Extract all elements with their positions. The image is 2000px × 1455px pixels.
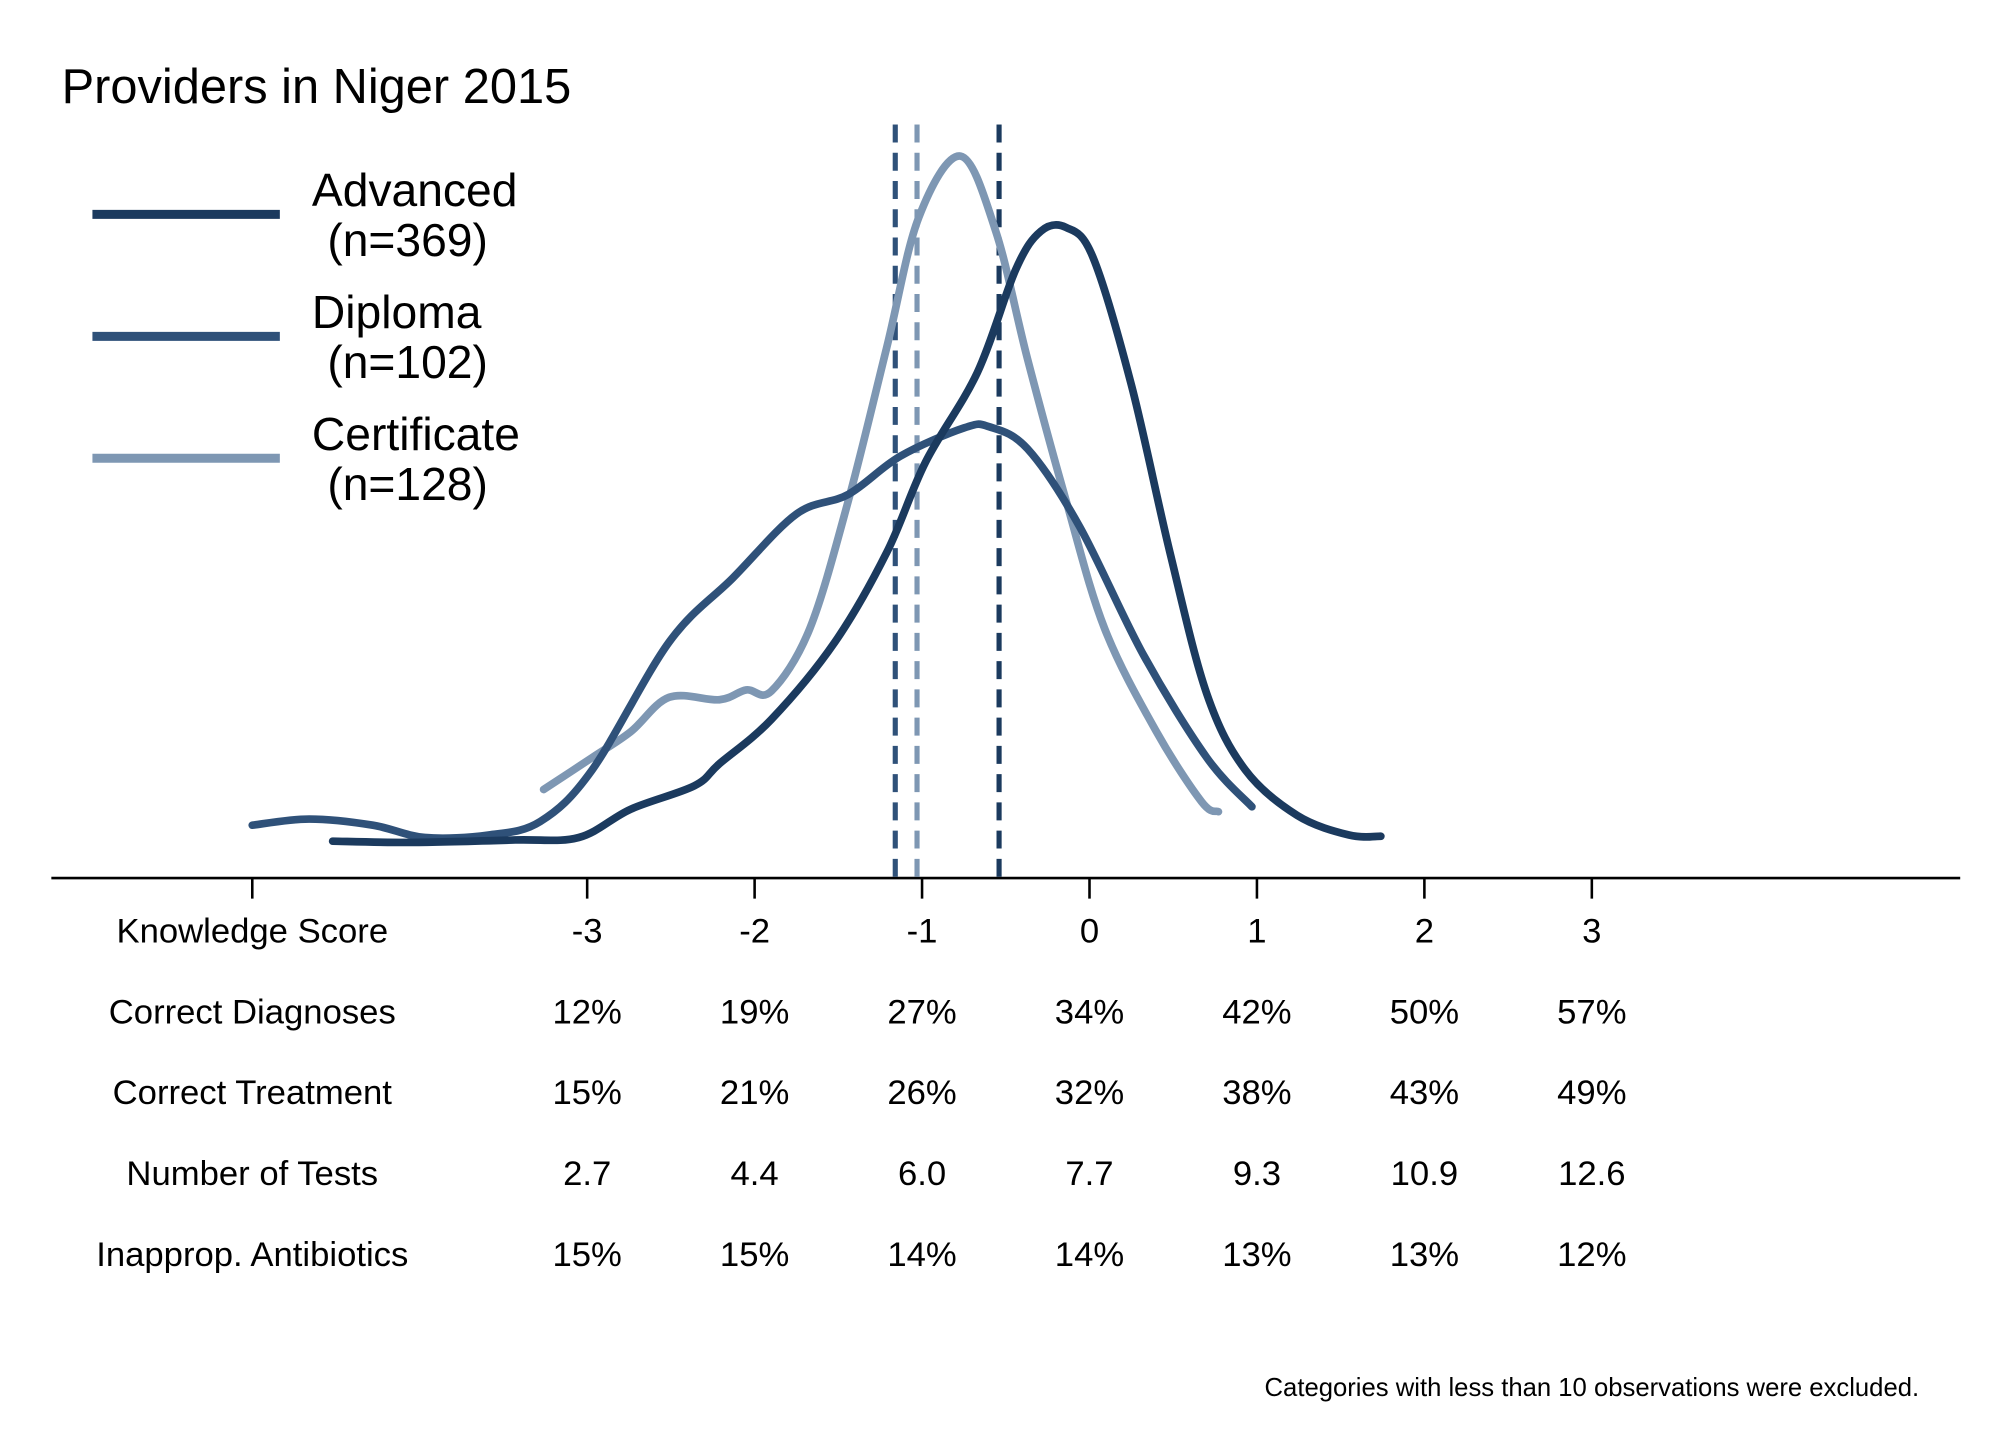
table-cell: 15% bbox=[552, 1074, 621, 1112]
table-cell: 15% bbox=[552, 1236, 621, 1274]
x-tick-label: 0 bbox=[1080, 912, 1099, 950]
table-cell: 4.4 bbox=[731, 1155, 779, 1193]
table-cell: 19% bbox=[720, 993, 789, 1031]
table-cell: 12.6 bbox=[1558, 1155, 1625, 1193]
table-cell: 14% bbox=[887, 1236, 956, 1274]
table-cell: 15% bbox=[720, 1236, 789, 1274]
legend-count: (n=369) bbox=[327, 214, 488, 266]
table-cell: 21% bbox=[720, 1074, 789, 1112]
table-cell: 43% bbox=[1390, 1074, 1459, 1112]
x-tick-label: 3 bbox=[1582, 912, 1601, 950]
table-cell: 13% bbox=[1222, 1236, 1291, 1274]
x-tick-label: 1 bbox=[1247, 912, 1266, 950]
table-cell: 50% bbox=[1390, 993, 1459, 1031]
legend-count: (n=102) bbox=[327, 336, 488, 388]
table-cell: 42% bbox=[1222, 993, 1291, 1031]
table-cell: 32% bbox=[1055, 1074, 1124, 1112]
table-cell: 38% bbox=[1222, 1074, 1291, 1112]
table-cell: 2.7 bbox=[563, 1155, 611, 1193]
legend-label: Certificate bbox=[312, 408, 520, 460]
legend-label: Advanced bbox=[312, 164, 518, 216]
density-line bbox=[328, 221, 1385, 847]
table-cell: 14% bbox=[1055, 1236, 1124, 1274]
table-cell: 6.0 bbox=[898, 1155, 946, 1193]
legend-label: Diploma bbox=[312, 286, 482, 338]
x-tick-label: -2 bbox=[739, 912, 770, 950]
table-cell: 10.9 bbox=[1391, 1155, 1458, 1193]
x-tick-label: 2 bbox=[1415, 912, 1434, 950]
x-tick-label: -1 bbox=[907, 912, 938, 950]
legend-count: (n=128) bbox=[327, 458, 488, 510]
table-cell: 49% bbox=[1557, 1074, 1626, 1112]
row-label: Correct Diagnoses bbox=[109, 993, 396, 1031]
table-cell: 34% bbox=[1055, 993, 1124, 1031]
table-cell: 7.7 bbox=[1065, 1155, 1113, 1193]
table-cell: 9.3 bbox=[1233, 1155, 1281, 1193]
table-cell: 13% bbox=[1390, 1236, 1459, 1274]
row-label: Correct Treatment bbox=[113, 1074, 393, 1112]
table-cell: 57% bbox=[1557, 993, 1626, 1031]
table-cell: 12% bbox=[1557, 1236, 1626, 1274]
table-cell: 27% bbox=[887, 993, 956, 1031]
chart-title: Providers in Niger 2015 bbox=[62, 60, 572, 114]
density-line bbox=[539, 152, 1223, 816]
row-label: Number of Tests bbox=[126, 1155, 378, 1193]
footnote: Categories with less than 10 observation… bbox=[1265, 1374, 1920, 1402]
row-label: Inapprop. Antibiotics bbox=[96, 1236, 408, 1274]
table-cell: 12% bbox=[552, 993, 621, 1031]
table-cell: 26% bbox=[887, 1074, 956, 1112]
x-tick-label: Knowledge Score bbox=[116, 912, 388, 950]
x-tick-label: -3 bbox=[572, 912, 603, 950]
